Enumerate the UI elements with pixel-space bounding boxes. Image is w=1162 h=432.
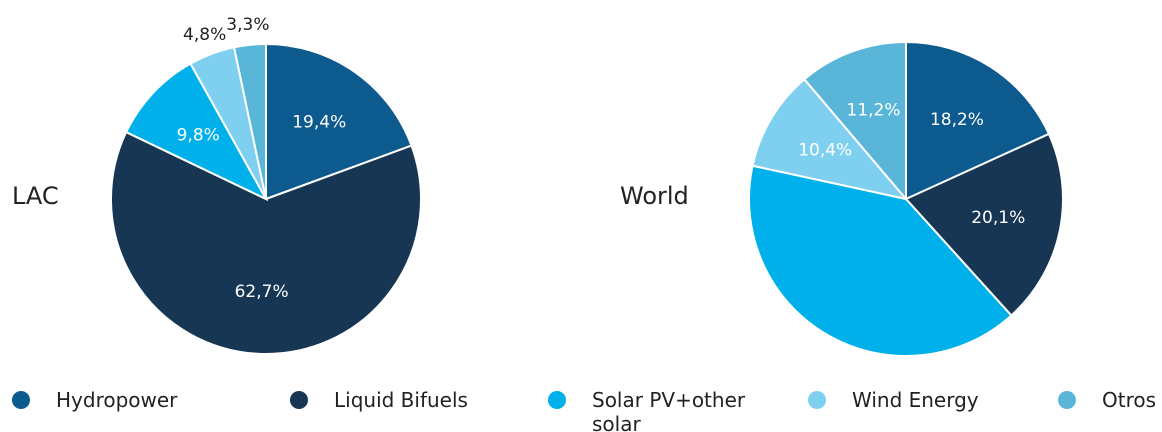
pie-slice (904, 132, 1064, 317)
value-label: 11,2% (847, 101, 901, 121)
legend-item: Wind Energy (808, 388, 1048, 412)
legend-item: Otros (1058, 388, 1158, 412)
legend-label: Solar PV+other solar (592, 388, 746, 432)
legend-label: Hydropower (56, 388, 178, 412)
pie-slice (905, 40, 1051, 201)
pie-slice (124, 62, 269, 202)
legend-swatch (548, 391, 566, 409)
legend-swatch (12, 391, 30, 409)
value-label: 4,8% (183, 25, 226, 45)
value-label: 19,4% (292, 113, 346, 133)
pie-slice (265, 42, 413, 201)
legend-item: Liquid Bifuels (290, 388, 540, 412)
value-label: 10,4% (798, 141, 852, 161)
value-label: 3,3% (226, 15, 269, 35)
legend-swatch (290, 391, 308, 409)
pie-slice (110, 130, 422, 355)
legend-item: Hydropower (12, 388, 272, 412)
legend-swatch (1058, 391, 1076, 409)
legend-swatch (808, 391, 826, 409)
pie-slice (748, 164, 1013, 357)
legend-item: Solar PV+other solar (548, 388, 778, 432)
pie-slice (803, 40, 907, 202)
value-label: 18,2% (930, 110, 984, 130)
pie-slice (232, 42, 267, 200)
legend-label: Wind Energy (852, 388, 979, 412)
value-label: 62,7% (235, 282, 289, 302)
chart-title: World (620, 182, 689, 210)
value-label: 20,1% (971, 208, 1025, 228)
chart-title: LAC (12, 182, 59, 210)
legend-label: Liquid Bifuels (334, 388, 468, 412)
legend-label: Otros (1102, 388, 1157, 412)
pie-slice (751, 77, 909, 201)
value-label: 9,8% (177, 125, 220, 145)
